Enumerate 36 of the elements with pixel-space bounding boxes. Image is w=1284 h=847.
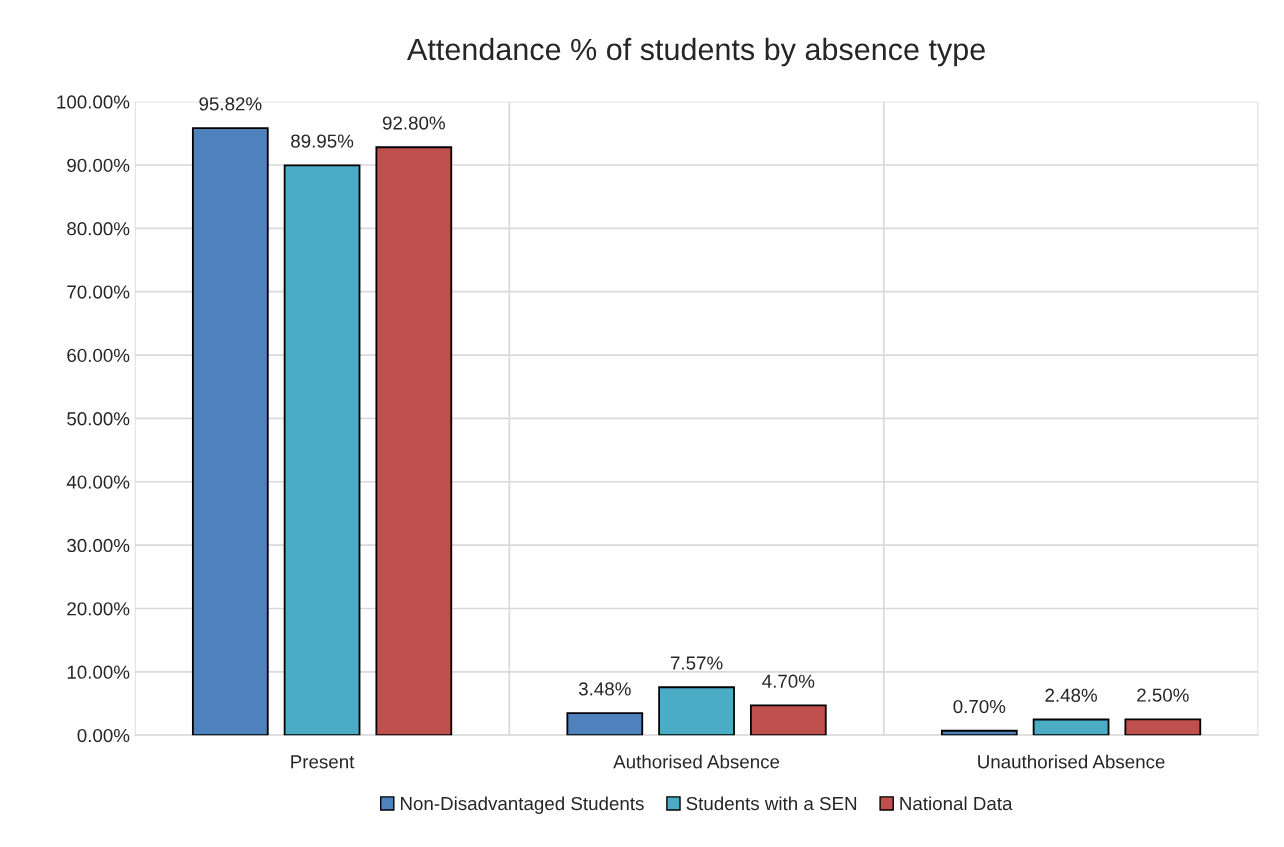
data-label: 89.95% [291,134,354,148]
legend-label: Non-Disadvantaged Students [400,796,644,814]
bar [375,146,453,736]
x-tick-label: Authorised Absence [613,754,780,769]
bar [191,127,269,736]
bar [749,704,827,736]
y-tick-label: 30.00% [67,538,130,553]
y-tick-label: 90.00% [67,158,130,172]
x-tick-label: Unauthorised Absence [978,754,1165,769]
chart-title: Attendance % of students by absence type [407,37,985,67]
y-tick-label: 0.00% [77,728,130,743]
data-label: 2.50% [1137,688,1189,702]
data-label: 7.57% [670,656,723,670]
legend-label: Students with a SEN [686,796,857,811]
y-tick-label: 20.00% [67,602,130,616]
y-tick-label: 80.00% [67,222,130,236]
y-tick-label: 100.00% [57,95,130,109]
y-tick-label: 60.00% [67,348,130,363]
data-label: 92.80% [382,116,445,130]
y-tick-label: 40.00% [66,475,130,489]
x-tick-label: Present [291,755,355,769]
data-label: 95.82% [199,97,262,111]
bar [1032,718,1110,736]
bar [940,729,1018,736]
y-tick-label: 70.00% [67,285,130,299]
data-label: 2.48% [1045,688,1097,702]
bar [1124,718,1202,736]
bar [566,712,644,736]
bar [283,164,361,736]
bar [658,686,735,736]
data-label: 3.48% [578,682,631,696]
data-label: 4.70% [762,674,815,688]
y-tick-label: 10.00% [67,665,130,679]
y-tick-label: 50.00% [67,412,130,426]
data-label: 0.70% [953,699,1006,714]
legend-label: National Data [900,796,1013,811]
